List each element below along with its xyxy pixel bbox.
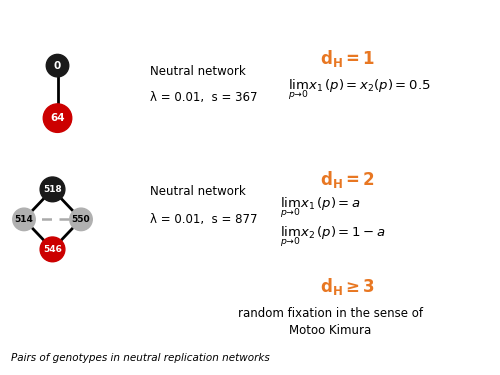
Text: Neutral network: Neutral network bbox=[150, 65, 246, 78]
Ellipse shape bbox=[70, 208, 92, 231]
Text: 546: 546 bbox=[43, 245, 62, 254]
Text: 514: 514 bbox=[14, 215, 34, 224]
Text: 64: 64 bbox=[50, 113, 65, 123]
Text: Pairs of genotypes in neutral replication networks: Pairs of genotypes in neutral replicatio… bbox=[11, 353, 270, 363]
Text: $\mathbf{d_H = 1}$: $\mathbf{d_H = 1}$ bbox=[320, 48, 375, 69]
Text: $\mathbf{d_H \geq 3}$: $\mathbf{d_H \geq 3}$ bbox=[320, 276, 375, 297]
Text: $\lim_{p\to0} x_2(p)=1-a$: $\lim_{p\to0} x_2(p)=1-a$ bbox=[280, 224, 386, 249]
Ellipse shape bbox=[40, 177, 65, 202]
Ellipse shape bbox=[40, 237, 65, 262]
Text: λ = 0.01,  s = 367: λ = 0.01, s = 367 bbox=[150, 91, 258, 104]
Text: 550: 550 bbox=[72, 215, 90, 224]
Text: Neutral network: Neutral network bbox=[150, 185, 246, 198]
Text: $\mathbf{d_H = 2}$: $\mathbf{d_H = 2}$ bbox=[320, 170, 375, 190]
Text: λ = 0.01,  s = 877: λ = 0.01, s = 877 bbox=[150, 213, 258, 226]
Text: 0: 0 bbox=[54, 61, 61, 70]
Text: $\lim_{p\to0} x_1(p)=x_2(p)=0.5$: $\lim_{p\to0} x_1(p)=x_2(p)=0.5$ bbox=[288, 78, 430, 102]
Ellipse shape bbox=[44, 104, 72, 132]
Ellipse shape bbox=[13, 208, 35, 231]
Text: 518: 518 bbox=[43, 185, 62, 194]
Text: random fixation in the sense of: random fixation in the sense of bbox=[238, 307, 422, 320]
Ellipse shape bbox=[46, 54, 69, 77]
Text: Motoo Kimura: Motoo Kimura bbox=[289, 324, 371, 336]
Text: $\lim_{p\to0} x_1(p)=a$: $\lim_{p\to0} x_1(p)=a$ bbox=[280, 196, 361, 220]
